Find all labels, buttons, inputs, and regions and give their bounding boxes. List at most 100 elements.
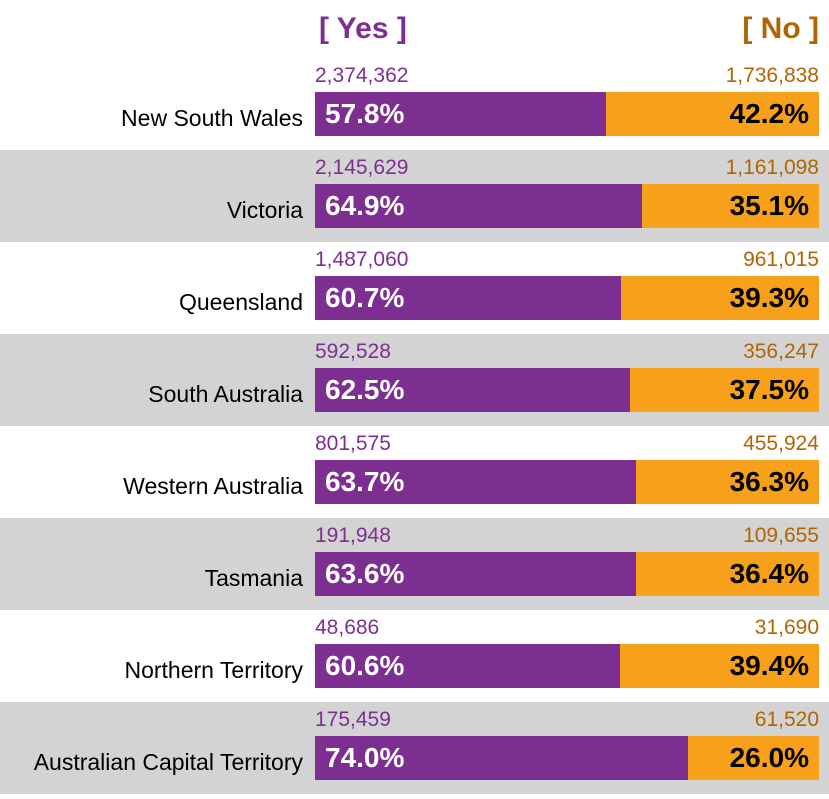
no-count: 1,161,098 xyxy=(726,156,819,180)
yes-count: 48,686 xyxy=(315,616,379,640)
row-label-cell: Northern Territory xyxy=(0,610,315,702)
no-count: 109,655 xyxy=(743,524,819,548)
row-counts: 191,948 109,655 xyxy=(315,524,819,548)
no-bar: 39.4% xyxy=(620,644,819,688)
yes-pct-label: 63.6% xyxy=(325,558,404,590)
no-count: 961,015 xyxy=(743,248,819,272)
bar-track: 62.5% 37.5% xyxy=(315,368,819,412)
yes-pct-label: 64.9% xyxy=(325,190,404,222)
no-count: 31,690 xyxy=(755,616,819,640)
bar-track: 57.8% 42.2% xyxy=(315,92,819,136)
row-counts: 48,686 31,690 xyxy=(315,616,819,640)
row-label: Australian Capital Territory xyxy=(34,749,303,776)
row-label-cell: Australian Capital Territory xyxy=(0,702,315,794)
no-count: 455,924 xyxy=(743,432,819,456)
row-label-cell: Victoria xyxy=(0,150,315,242)
yes-bar: 60.6% xyxy=(315,644,620,688)
row-counts: 2,145,629 1,161,098 xyxy=(315,156,819,180)
chart-header: [ Yes ] [ No ] xyxy=(0,0,829,58)
yes-bar: 63.7% xyxy=(315,460,636,504)
row-counts: 801,575 455,924 xyxy=(315,432,819,456)
yes-pct-label: 60.6% xyxy=(325,650,404,682)
row-label: New South Wales xyxy=(121,105,303,132)
no-pct-label: 36.4% xyxy=(730,558,809,590)
row-counts: 175,45961,520 xyxy=(315,708,819,732)
yes-bar: 63.6% xyxy=(315,552,636,596)
row-bar-cell: 2,374,362 1,736,838 57.8% 42.2% xyxy=(315,58,829,150)
chart-row: New South Wales 2,374,362 1,736,838 57.8% 42… xyxy=(0,58,829,150)
yes-bar: 74.0% xyxy=(315,736,688,780)
row-bar-cell: 48,686 31,690 60.6% 39.4% xyxy=(315,610,829,702)
row-bar-cell: 2,145,629 1,161,098 64.9% 35.1% xyxy=(315,150,829,242)
yes-no-chart: [ Yes ] [ No ] New South Wales 2,374,362 1… xyxy=(0,0,829,794)
no-bar: 42.2% xyxy=(606,92,819,136)
yes-count: 191,948 xyxy=(315,524,391,548)
chart-row: South Australia592,528 356,247 62.5% 37.5% xyxy=(0,334,829,426)
bar-track: 74.0% 26.0% xyxy=(315,736,819,780)
yes-pct-label: 60.7% xyxy=(325,282,404,314)
row-label-cell: South Australia xyxy=(0,334,315,426)
row-bar-cell: 191,948 109,655 63.6% 36.4% xyxy=(315,518,829,610)
row-counts: 592,528 356,247 xyxy=(315,340,819,364)
row-label: Western Australia xyxy=(123,473,303,500)
row-label: Queensland xyxy=(179,289,303,316)
chart-row: Northern Territory 48,686 31,690 60.6% 39.4% xyxy=(0,610,829,702)
row-label-cell: New South Wales xyxy=(0,58,315,150)
yes-bar: 60.7% xyxy=(315,276,621,320)
yes-count: 2,374,362 xyxy=(315,64,408,88)
header-yes-label: [ Yes ] xyxy=(319,12,407,46)
bar-track: 60.6% 39.4% xyxy=(315,644,819,688)
yes-pct-label: 57.8% xyxy=(325,98,404,130)
chart-row: Tasmania 191,948 109,655 63.6% 36.4% xyxy=(0,518,829,610)
row-label: Northern Territory xyxy=(124,657,303,684)
no-bar: 35.1% xyxy=(642,184,819,228)
no-count: 356,247 xyxy=(743,340,819,364)
no-bar: 36.4% xyxy=(636,552,819,596)
row-bar-cell: 592,528 356,247 62.5% 37.5% xyxy=(315,334,829,426)
yes-count: 2,145,629 xyxy=(315,156,408,180)
no-bar: 39.3% xyxy=(621,276,819,320)
bar-track: 64.9% 35.1% xyxy=(315,184,819,228)
no-pct-label: 39.3% xyxy=(730,282,809,314)
bar-track: 63.6% 36.4% xyxy=(315,552,819,596)
yes-count: 801,575 xyxy=(315,432,391,456)
bar-track: 60.7% 39.3% xyxy=(315,276,819,320)
no-pct-label: 39.4% xyxy=(730,650,809,682)
row-counts: 2,374,362 1,736,838 xyxy=(315,64,819,88)
chart-row: Victoria 2,145,629 1,161,098 64.9% 35.1% xyxy=(0,150,829,242)
no-count: 1,736,838 xyxy=(726,64,819,88)
yes-count: 1,487,060 xyxy=(315,248,408,272)
row-label: Victoria xyxy=(227,197,303,224)
no-pct-label: 36.3% xyxy=(730,466,809,498)
chart-row: Australian Capital Territory 175,45961,52… xyxy=(0,702,829,794)
yes-pct-label: 63.7% xyxy=(325,466,404,498)
chart-row: Queensland 1,487,060 961,015 60.7% 39.3% xyxy=(0,242,829,334)
yes-bar: 62.5% xyxy=(315,368,630,412)
row-label-cell: Western Australia xyxy=(0,426,315,518)
yes-bar: 57.8% xyxy=(315,92,606,136)
no-pct-label: 37.5% xyxy=(730,374,809,406)
yes-pct-label: 62.5% xyxy=(325,374,404,406)
row-bar-cell: 175,45961,520 74.0% 26.0% xyxy=(315,702,829,794)
yes-bar: 64.9% xyxy=(315,184,642,228)
header-no-label: [ No ] xyxy=(742,12,819,46)
row-label: Tasmania xyxy=(205,565,303,592)
row-bar-cell: 1,487,060 961,015 60.7% 39.3% xyxy=(315,242,829,334)
no-pct-label: 35.1% xyxy=(730,190,809,222)
no-count: 61,520 xyxy=(755,708,819,732)
no-pct-label: 26.0% xyxy=(730,742,809,774)
row-bar-cell: 801,575 455,924 63.7% 36.3% xyxy=(315,426,829,518)
yes-count: 592,528 xyxy=(315,340,391,364)
bar-track: 63.7% 36.3% xyxy=(315,460,819,504)
chart-rows: New South Wales 2,374,362 1,736,838 57.8% 42… xyxy=(0,58,829,794)
no-pct-label: 42.2% xyxy=(730,98,809,130)
no-bar: 26.0% xyxy=(688,736,819,780)
header-labels: [ Yes ] [ No ] xyxy=(315,12,829,46)
chart-row: Western Australia 801,575 455,924 63.7% 36.3… xyxy=(0,426,829,518)
no-bar: 37.5% xyxy=(630,368,819,412)
yes-pct-label: 74.0% xyxy=(325,742,404,774)
row-label-cell: Tasmania xyxy=(0,518,315,610)
no-bar: 36.3% xyxy=(636,460,819,504)
row-label-cell: Queensland xyxy=(0,242,315,334)
row-counts: 1,487,060 961,015 xyxy=(315,248,819,272)
